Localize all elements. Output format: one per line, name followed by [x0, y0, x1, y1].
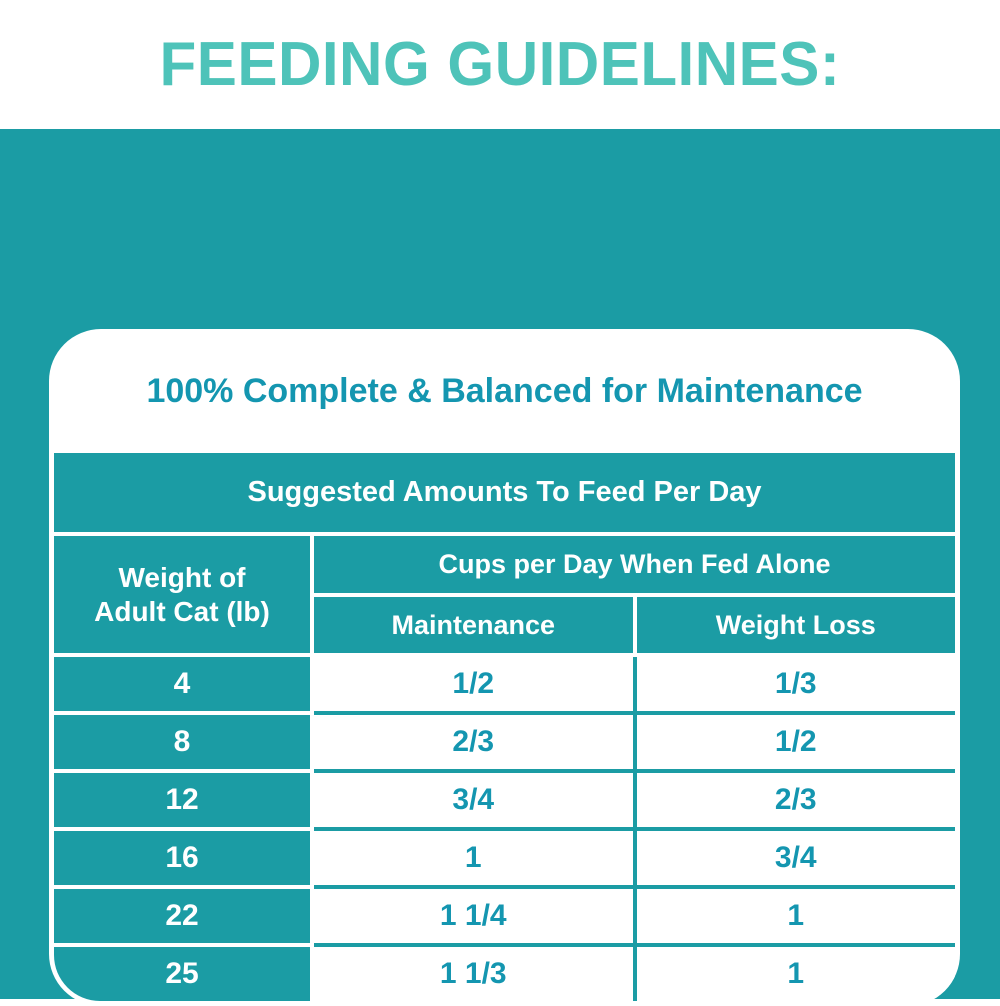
weight-column-header: Weight of Adult Cat (lb) [54, 536, 310, 653]
values-area: 1/2 1/3 [314, 657, 955, 711]
table-row: 22 1 1/4 1 [54, 889, 955, 943]
row-separator [54, 711, 955, 715]
values-area: 1 1/3 1 [314, 947, 955, 1001]
weight-cell: 8 [54, 715, 310, 769]
column-divider [632, 889, 637, 943]
maintenance-value-cell: 1 [314, 831, 633, 885]
divider [310, 947, 314, 1001]
divider [310, 773, 314, 827]
weight-loss-value-cell: 1/2 [636, 715, 955, 769]
table-banner: Suggested Amounts To Feed Per Day [54, 453, 955, 532]
maintenance-value-cell: 3/4 [314, 773, 633, 827]
table-row: 4 1/2 1/3 [54, 657, 955, 711]
weight-cell: 25 [54, 947, 310, 1001]
table-row: 16 1 3/4 [54, 831, 955, 885]
divider [314, 593, 955, 597]
column-divider [632, 831, 637, 885]
weight-cell: 16 [54, 831, 310, 885]
row-separator [54, 943, 955, 947]
column-divider [632, 773, 637, 827]
weight-loss-value-cell: 2/3 [636, 773, 955, 827]
divider [310, 657, 314, 711]
weight-cell: 12 [54, 773, 310, 827]
headline-strip: FEEDING GUIDELINES: [0, 0, 1000, 129]
divider [310, 715, 314, 769]
table-row: 25 1 1/3 1 [54, 947, 955, 1001]
table-row: 12 3/4 2/3 [54, 773, 955, 827]
maintenance-value-cell: 1 1/4 [314, 889, 633, 943]
maintenance-value-cell: 1/2 [314, 657, 633, 711]
values-area: 1 3/4 [314, 831, 955, 885]
divider [54, 532, 955, 536]
cups-column-group: Cups per Day When Fed Alone Maintenance … [314, 536, 955, 653]
feeding-table: Suggested Amounts To Feed Per Day Weight… [54, 453, 955, 1001]
row-separator [54, 885, 955, 889]
sub-header-row: Maintenance Weight Loss [314, 597, 955, 653]
values-area: 3/4 2/3 [314, 773, 955, 827]
column-divider [632, 947, 637, 1001]
divider [310, 536, 314, 653]
weight-loss-column-header: Weight Loss [636, 597, 955, 653]
column-divider [632, 715, 637, 769]
maintenance-value-cell: 1 1/3 [314, 947, 633, 1001]
page-background: 100% Complete & Balanced for Maintenance… [0, 129, 1000, 1006]
weight-cell: 22 [54, 889, 310, 943]
cups-per-day-header: Cups per Day When Fed Alone [314, 536, 955, 593]
divider [54, 653, 955, 657]
maintenance-value-cell: 2/3 [314, 715, 633, 769]
values-area: 1 1/4 1 [314, 889, 955, 943]
column-divider [632, 657, 637, 711]
weight-loss-value-cell: 3/4 [636, 831, 955, 885]
divider [632, 597, 637, 653]
row-separator [54, 769, 955, 773]
row-separator [54, 827, 955, 831]
weight-cell: 4 [54, 657, 310, 711]
table-header-row: Weight of Adult Cat (lb) Cups per Day Wh… [54, 536, 955, 653]
weight-header-line1: Weight of [118, 561, 246, 593]
feeding-guidelines-card: 100% Complete & Balanced for Maintenance… [49, 329, 960, 1006]
divider [310, 889, 314, 943]
weight-loss-value-cell: 1 [636, 889, 955, 943]
maintenance-column-header: Maintenance [314, 597, 633, 653]
values-area: 2/3 1/2 [314, 715, 955, 769]
divider [310, 831, 314, 885]
weight-loss-value-cell: 1/3 [636, 657, 955, 711]
weight-loss-value-cell: 1 [636, 947, 955, 1001]
card-subtitle: 100% Complete & Balanced for Maintenance [146, 371, 863, 410]
weight-header-line2: Adult Cat (lb) [94, 595, 270, 627]
table-row: 8 2/3 1/2 [54, 715, 955, 769]
page-title: FEEDING GUIDELINES: [159, 30, 841, 99]
